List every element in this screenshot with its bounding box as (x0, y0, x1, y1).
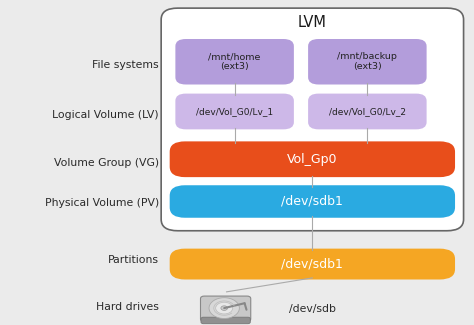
FancyBboxPatch shape (170, 185, 455, 218)
Text: /mnt/backup
(ext3): /mnt/backup (ext3) (337, 52, 397, 72)
FancyBboxPatch shape (201, 317, 250, 324)
Text: /dev/Vol_G0/Lv_2: /dev/Vol_G0/Lv_2 (329, 107, 406, 116)
FancyBboxPatch shape (175, 94, 294, 129)
Text: Logical Volume (LV): Logical Volume (LV) (52, 111, 159, 120)
FancyBboxPatch shape (308, 94, 427, 129)
FancyBboxPatch shape (170, 141, 455, 177)
Text: Volume Group (VG): Volume Group (VG) (54, 158, 159, 167)
FancyBboxPatch shape (308, 39, 427, 84)
FancyBboxPatch shape (201, 296, 251, 321)
Text: Vol_Gp0: Vol_Gp0 (287, 153, 337, 166)
Text: Partitions: Partitions (108, 255, 159, 265)
Text: /dev/sdb: /dev/sdb (289, 305, 336, 314)
Text: /mnt/home
(ext3): /mnt/home (ext3) (209, 52, 261, 72)
Text: Physical Volume (PV): Physical Volume (PV) (45, 198, 159, 208)
Circle shape (209, 298, 239, 318)
Text: /dev/sdb1: /dev/sdb1 (282, 257, 343, 270)
Text: /dev/sdb1: /dev/sdb1 (282, 195, 343, 208)
Circle shape (221, 306, 228, 310)
Text: /dev/Vol_G0/Lv_1: /dev/Vol_G0/Lv_1 (196, 107, 273, 116)
Text: File systems: File systems (92, 60, 159, 70)
Text: Hard drives: Hard drives (96, 302, 159, 312)
FancyBboxPatch shape (175, 39, 294, 84)
FancyBboxPatch shape (170, 249, 455, 280)
FancyBboxPatch shape (161, 8, 464, 231)
Circle shape (216, 302, 233, 314)
Text: LVM: LVM (298, 15, 327, 30)
